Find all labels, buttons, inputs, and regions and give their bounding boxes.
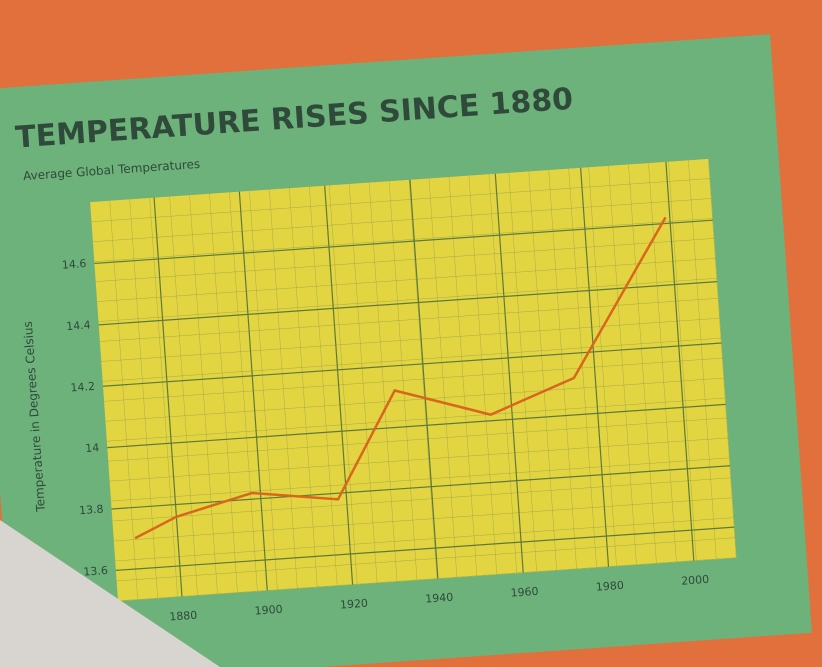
x-tick-label: 1920 (340, 597, 369, 612)
x-tick-label: 1900 (254, 603, 283, 618)
x-tick-label: 1940 (425, 591, 454, 606)
y-tick-label: 13.6 (83, 564, 108, 579)
x-tick-label: 2000 (681, 573, 710, 588)
chart: TEMPERATURE RISES SINCE 1880 Average Glo… (0, 0, 822, 667)
y-tick-label: 14.6 (61, 257, 86, 272)
y-tick-label: 14.4 (66, 318, 91, 333)
x-tick-label: 1980 (595, 579, 624, 594)
y-tick-label: 14 (85, 441, 100, 455)
y-tick-label: 13.8 (79, 503, 104, 518)
x-tick-label: 1960 (510, 585, 539, 600)
x-tick-label: 1880 (169, 609, 198, 624)
y-tick-label: 14.2 (70, 380, 95, 395)
poster: TEMPERATURE RISES SINCE 1880 Average Glo… (0, 34, 812, 667)
page: TEMPERATURE RISES SINCE 1880 Average Glo… (0, 0, 822, 667)
